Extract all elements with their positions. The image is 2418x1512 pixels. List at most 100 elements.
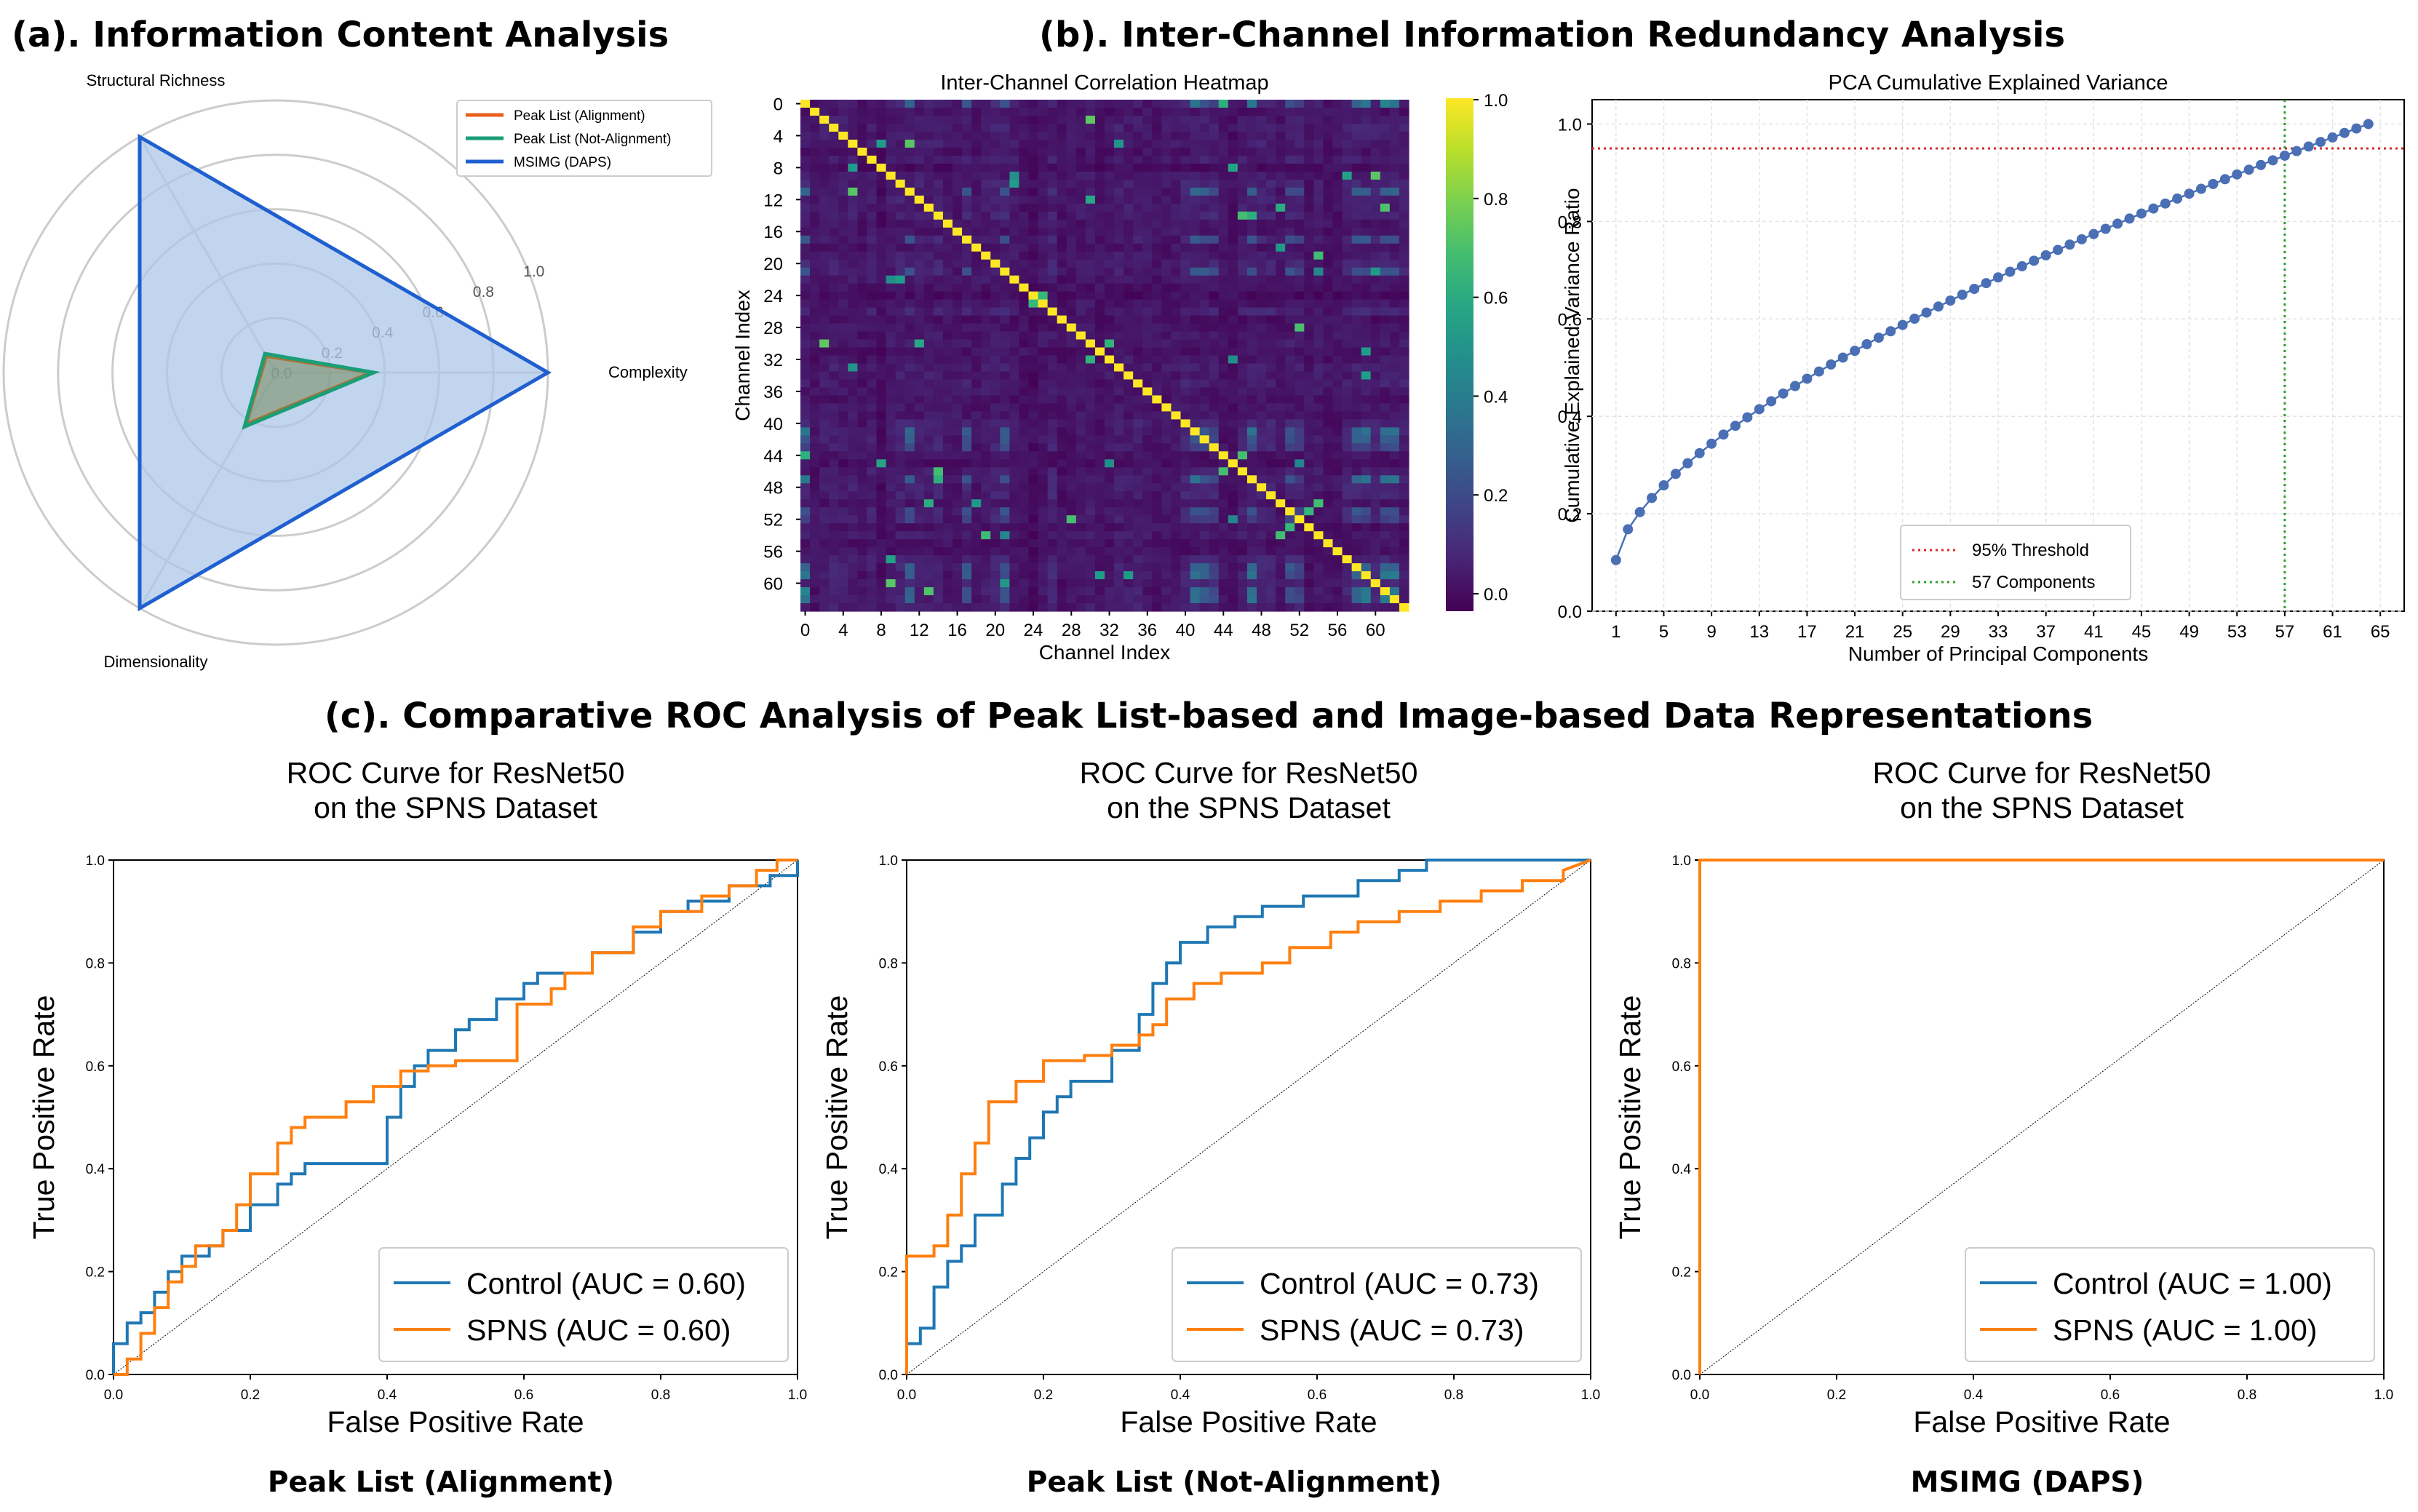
- heatmap-cell: [990, 579, 1001, 588]
- heatmap-cell: [1161, 187, 1172, 196]
- heatmap-cell: [1142, 299, 1153, 309]
- heatmap-cell: [1142, 235, 1153, 244]
- heatmap-cell: [1323, 467, 1334, 476]
- heatmap-cell: [848, 427, 858, 436]
- heatmap-cell: [1332, 115, 1343, 124]
- heatmap-cell: [886, 131, 896, 140]
- heatmap-cell: [1399, 339, 1409, 349]
- heatmap-cell: [1342, 195, 1353, 204]
- heatmap-cell: [1047, 179, 1058, 188]
- heatmap-cell: [1361, 291, 1372, 301]
- heatmap-cell: [933, 499, 944, 508]
- heatmap-cell: [1342, 371, 1353, 381]
- heatmap-cell: [1133, 139, 1143, 148]
- heatmap-cell: [1171, 451, 1182, 460]
- heatmap-cell: [876, 259, 887, 268]
- heatmap-cell: [876, 419, 887, 428]
- roc3-ytick-label: 1.0: [1672, 854, 1691, 869]
- heatmap-cell: [1085, 331, 1096, 341]
- heatmap-cell: [1047, 595, 1058, 604]
- heatmap-cell: [1171, 115, 1182, 124]
- heatmap-cell: [1057, 403, 1067, 412]
- heatmap-cell: [1019, 331, 1030, 341]
- heatmap-cell: [981, 235, 991, 244]
- heatmap-xtick-label: 0: [800, 621, 810, 640]
- heatmap-cell: [981, 555, 991, 564]
- heatmap-cell: [1152, 331, 1162, 341]
- heatmap-cell: [876, 347, 887, 357]
- heatmap-cell: [1266, 595, 1276, 604]
- heatmap-cell: [800, 147, 811, 156]
- heatmap-cell: [1304, 323, 1314, 333]
- heatmap-cell: [1114, 243, 1124, 252]
- heatmap-cell: [1389, 427, 1400, 436]
- heatmap-cell: [1114, 139, 1124, 148]
- heatmap-cell: [1152, 219, 1162, 228]
- heatmap-cell: [1009, 579, 1020, 588]
- heatmap-cell: [990, 435, 1001, 444]
- heatmap-cell: [1246, 459, 1257, 468]
- heatmap-cell: [819, 107, 830, 116]
- heatmap-cell: [1342, 587, 1353, 596]
- heatmap-cell: [962, 195, 972, 204]
- heatmap-cell: [1332, 331, 1343, 341]
- heatmap-cell: [1133, 387, 1143, 397]
- heatmap-cell: [1285, 131, 1295, 140]
- heatmap-cell: [981, 531, 991, 540]
- heatmap-cell: [800, 331, 811, 341]
- heatmap-cell: [1075, 283, 1086, 293]
- heatmap-cell: [1399, 235, 1409, 244]
- heatmap-cell: [1266, 523, 1276, 532]
- heatmap-cell: [810, 211, 820, 220]
- heatmap-cell: [990, 115, 1001, 124]
- heatmap-cell: [1161, 195, 1172, 204]
- heatmap-cell: [1075, 331, 1086, 341]
- heatmap-cell: [1342, 435, 1353, 444]
- heatmap-cell: [819, 100, 830, 108]
- heatmap-cell: [981, 283, 991, 293]
- heatmap-cell: [914, 475, 925, 484]
- heatmap-cell: [1246, 363, 1257, 373]
- heatmap-cell: [1171, 363, 1182, 373]
- heatmap-cell: [1228, 603, 1238, 612]
- heatmap-cell: [1066, 235, 1077, 244]
- heatmap-cell: [800, 259, 811, 268]
- heatmap-cell: [1276, 419, 1286, 428]
- heatmap-cell: [1399, 419, 1409, 428]
- heatmap-cell: [1142, 379, 1153, 389]
- heatmap-cell: [933, 483, 944, 492]
- heatmap-cell: [1171, 419, 1182, 428]
- heatmap-cell: [819, 163, 830, 172]
- heatmap-cell: [829, 195, 839, 204]
- heatmap-cell: [1209, 355, 1220, 365]
- heatmap-cell: [923, 395, 934, 404]
- heatmap-cell: [1380, 363, 1391, 373]
- heatmap-cell: [962, 579, 972, 588]
- heatmap-cell: [923, 579, 934, 588]
- heatmap-cell: [810, 603, 820, 612]
- heatmap-cell: [867, 147, 878, 156]
- heatmap-cell: [1332, 603, 1343, 612]
- heatmap-cell: [1133, 379, 1143, 389]
- heatmap-cell: [1028, 179, 1039, 188]
- heatmap-cell: [914, 459, 925, 468]
- heatmap-cell: [1237, 275, 1248, 285]
- heatmap-cell: [971, 467, 982, 476]
- heatmap-cell: [1332, 299, 1343, 309]
- heatmap-cell: [810, 571, 820, 580]
- heatmap-cell: [1351, 243, 1362, 252]
- heatmap-cell: [1370, 395, 1381, 404]
- heatmap-cell: [1199, 227, 1210, 236]
- heatmap-cell: [829, 403, 839, 412]
- heatmap-cell: [1294, 331, 1305, 341]
- heatmap-cell: [1399, 163, 1409, 172]
- heatmap-cell: [810, 107, 820, 116]
- heatmap-cell: [1094, 147, 1105, 156]
- heatmap-cell: [876, 547, 887, 556]
- heatmap-cell: [848, 411, 858, 420]
- heatmap-cell: [1399, 427, 1409, 436]
- pca-point: [1861, 339, 1872, 350]
- heatmap-cell: [800, 291, 811, 301]
- heatmap-cell: [1361, 363, 1372, 373]
- heatmap-cell: [933, 339, 944, 349]
